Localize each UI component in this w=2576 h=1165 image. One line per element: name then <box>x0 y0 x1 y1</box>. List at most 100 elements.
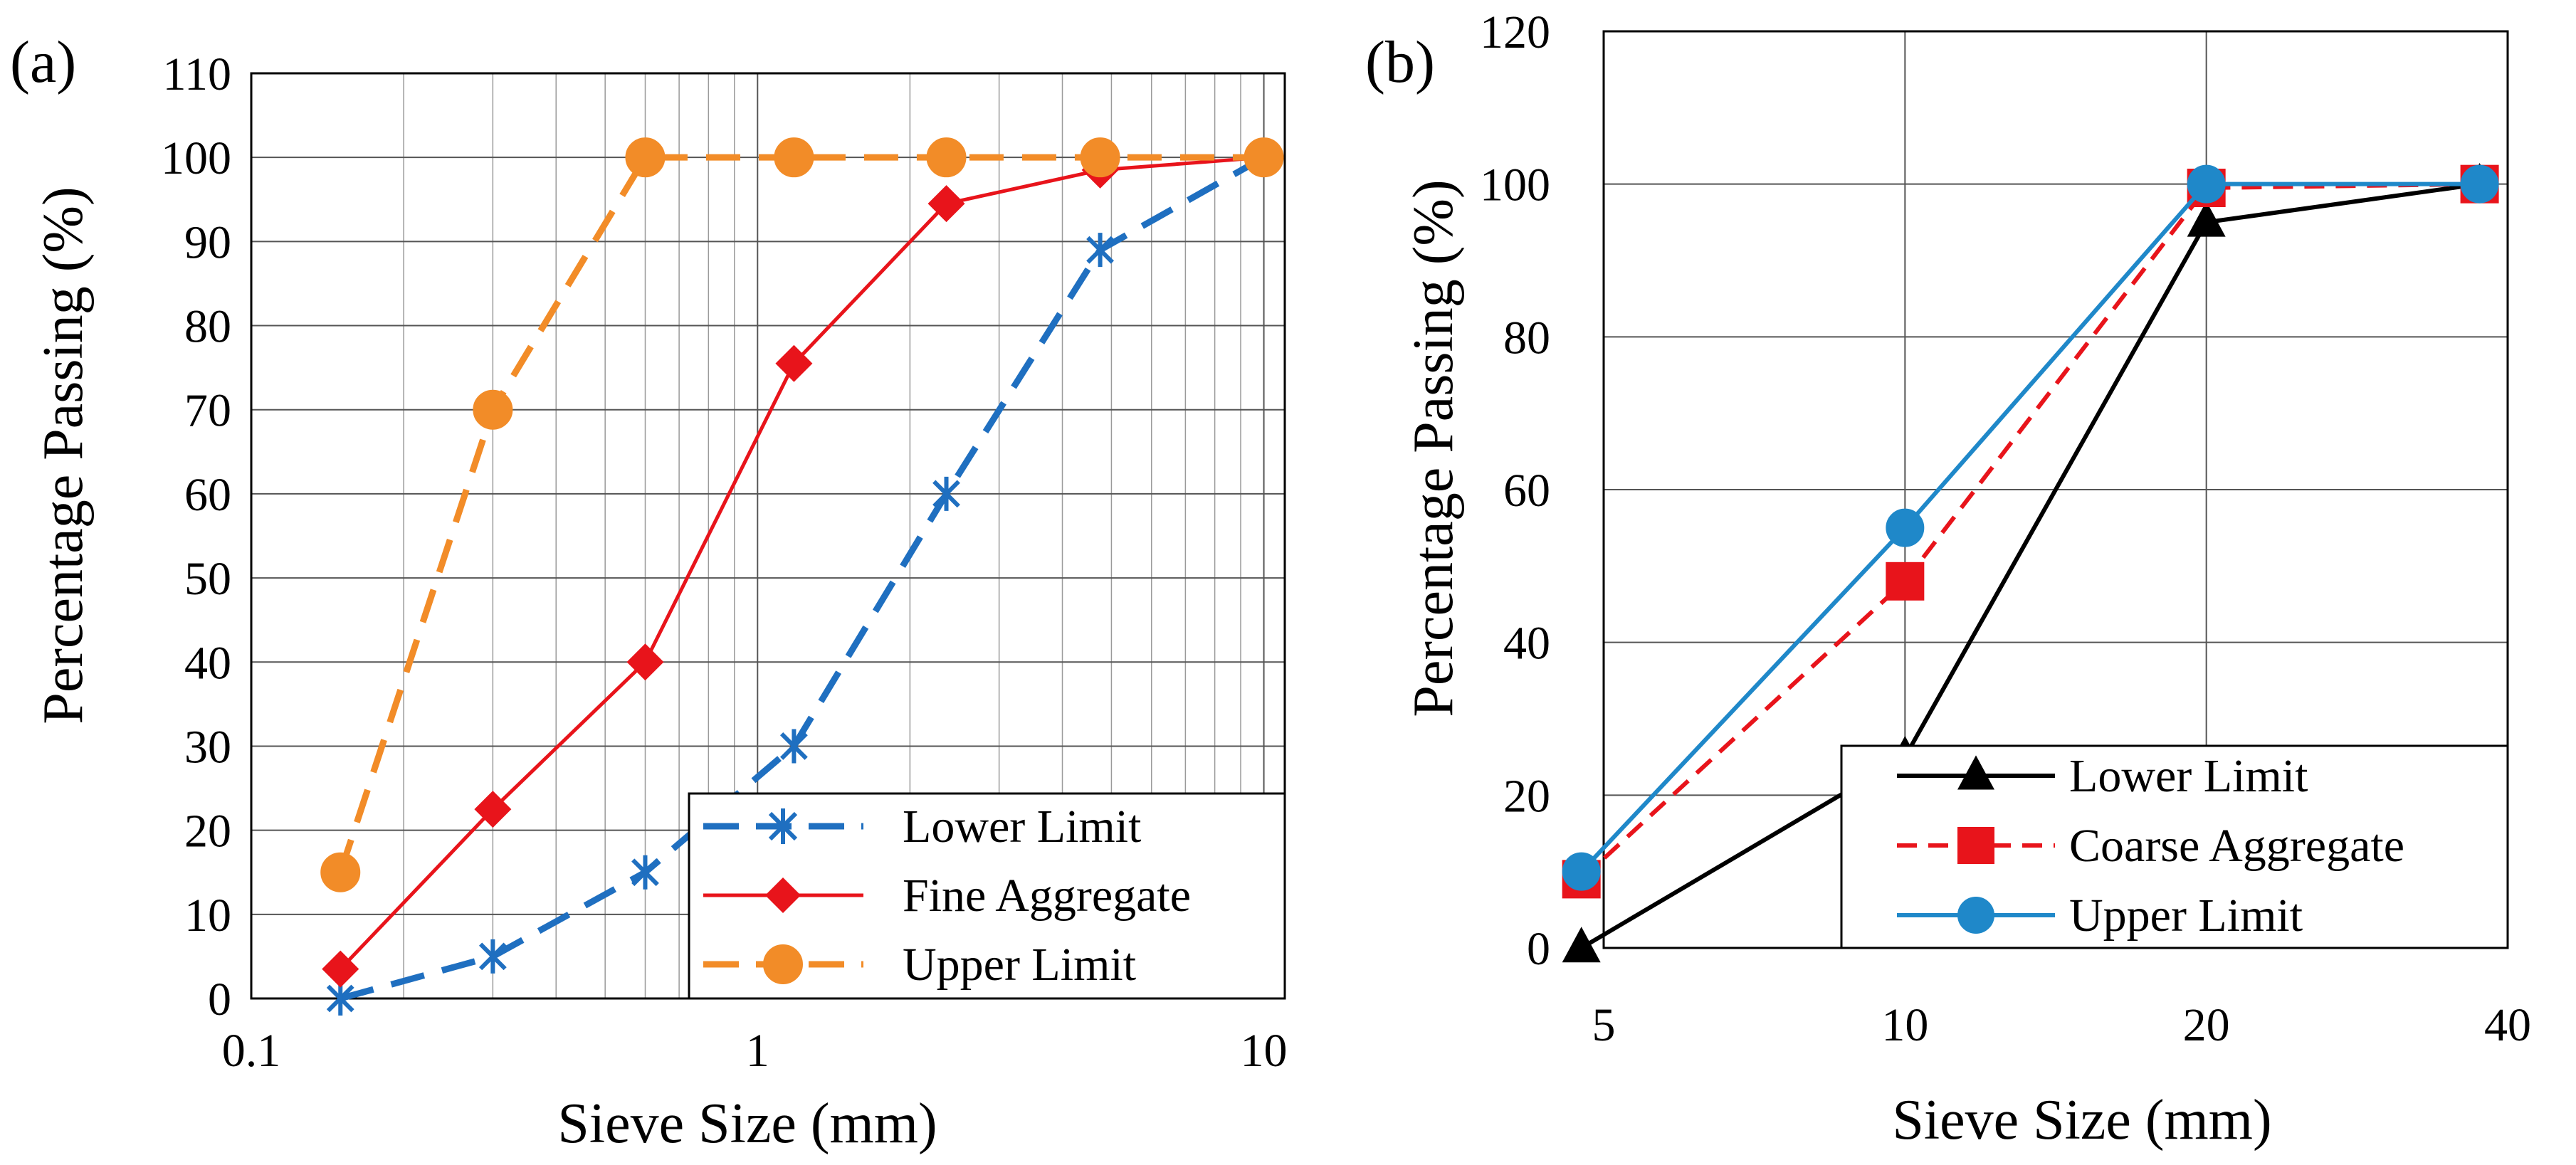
panel-a-data-point <box>478 939 507 974</box>
panel-a-data-point <box>1244 137 1284 178</box>
panel-a-legend-marker <box>763 944 803 984</box>
panel-a-y-tick-label: 70 <box>184 385 231 437</box>
panel-b-legend-marker-shape <box>1957 755 1994 790</box>
panel-b-data-point <box>1886 562 1925 601</box>
panel-a-data-point <box>932 476 960 511</box>
panel-a-legend-label: Upper Limit <box>903 939 1136 991</box>
panel-a-data-point-shape <box>927 185 965 223</box>
panel-b-y-tick-label: 80 <box>1503 312 1550 364</box>
panel-b-series-2 <box>1562 164 2499 891</box>
panel-b-y-axis-label: Percentage Passing (%) <box>1402 179 1465 717</box>
panel-b-y-tick-label: 40 <box>1503 618 1550 670</box>
panel-b-y-tick-label: 60 <box>1503 465 1550 517</box>
panel-b-legend-marker <box>1957 897 1994 934</box>
panel-a-data-point <box>626 643 664 681</box>
panel-a-data-point <box>775 344 813 382</box>
panel-a-data-point <box>1080 137 1120 178</box>
panel-a-legend-marker <box>768 808 798 844</box>
panel-b-data-point <box>1886 508 1925 547</box>
panel-a-data-point-shape <box>320 852 361 892</box>
panel-a-legend: Lower Limit Fine Aggregate Upper Limit <box>688 792 1286 1000</box>
panel-b-x-tick-label: 5 <box>1592 999 1616 1051</box>
panel-b-legend: Lower Limit Coarse Aggregate Upper Limit <box>1840 744 2509 949</box>
panel-b-x-tick-labels: 5 10 20 40 <box>1592 999 2532 1051</box>
panel-b-data-point <box>2187 164 2226 204</box>
panel-a-data-point <box>474 791 512 828</box>
panel-b-data-point <box>1562 852 1601 891</box>
panel-b-legend-marker <box>1957 755 1994 790</box>
panel-a-series-2 <box>320 137 1284 892</box>
panel-a-y-tick-label: 60 <box>184 469 231 521</box>
panel-b-data-point-shape <box>1886 562 1925 601</box>
panel-a-data-point <box>780 729 808 764</box>
panel-a-y-tick-label: 90 <box>184 216 231 268</box>
panel-a-y-tick-label: 40 <box>184 637 231 689</box>
panel-a-data-point-shape <box>322 950 359 988</box>
panel-b-legend-label: Upper Limit <box>2069 890 2303 942</box>
panel-a-data-point-shape <box>1080 137 1120 178</box>
panel-a-legend-marker-shape <box>765 877 801 913</box>
panel-a-x-tick-label: 0.1 <box>222 1025 281 1077</box>
panel-a-y-tick-label: 100 <box>161 132 231 184</box>
panel-a-x-tick-labels: 0.1 1 10 <box>222 1025 1288 1077</box>
panel-b-data-point-shape <box>1886 508 1925 547</box>
panel-a-legend-marker <box>765 877 801 913</box>
panel-b-chart: (b) 0 20 40 60 80 100 120 5 10 20 40 Lower Limit C… <box>1365 6 2531 1151</box>
panel-b-y-tick-label: 0 <box>1527 923 1550 975</box>
panel-a-x-tick-label: 1 <box>746 1025 769 1077</box>
panel-a-y-tick-label: 10 <box>184 890 231 942</box>
panel-a-data-point-shape <box>926 137 967 178</box>
panel-a-series-0 <box>326 140 1278 1016</box>
panel-a-series-line <box>337 154 1264 874</box>
panel-a-data-point <box>927 185 965 223</box>
panel-b-x-axis-label: Sieve Size (mm) <box>1892 1089 2271 1151</box>
panel-a-data-point-shape <box>1244 137 1284 178</box>
panel-a-data-point <box>322 950 359 988</box>
panel-a-legend-label: Fine Aggregate <box>903 870 1191 922</box>
panel-a-tag: (a) <box>10 29 76 95</box>
panel-b-data-point-shape <box>2187 164 2226 204</box>
panel-a-y-tick-label: 0 <box>208 974 231 1026</box>
panel-b-data-point-shape <box>2460 164 2499 204</box>
panel-a-data-point-shape <box>774 137 814 178</box>
panel-b-data-point <box>1562 927 1601 963</box>
panel-a-x-axis-label: Sieve Size (mm) <box>557 1092 937 1155</box>
panel-a-data-point <box>926 137 967 178</box>
panel-a-data-point-shape <box>625 137 666 178</box>
panel-b-y-tick-label: 120 <box>1480 6 1550 58</box>
panel-b-data-point-shape <box>1562 927 1601 963</box>
panel-a-legend-marker-shape <box>763 944 803 984</box>
panel-b-data-point-shape <box>1562 852 1601 891</box>
panel-b-legend-marker <box>1957 827 1994 864</box>
panel-a-data-point-shape <box>474 791 512 828</box>
panel-a-y-tick-label: 20 <box>184 806 231 858</box>
panel-b-y-tick-label: 100 <box>1480 159 1550 211</box>
panel-a-data-point-shape <box>626 643 664 681</box>
panel-b-legend-marker-shape <box>1957 897 1994 934</box>
panel-a-data-point <box>774 137 814 178</box>
panel-a-legend-label: Lower Limit <box>903 801 1141 853</box>
panel-b-data-point <box>2460 164 2499 204</box>
panel-a-data-point <box>473 389 513 430</box>
panel-a-y-tick-label: 30 <box>184 721 231 773</box>
panel-b-y-tick-label: 20 <box>1503 770 1550 822</box>
panel-a-y-tick-label: 110 <box>162 48 231 100</box>
panel-a-data-point <box>320 852 361 892</box>
panel-a-y-axis-label: Percentage Passing (%) <box>32 186 95 724</box>
panel-a-y-tick-label: 80 <box>184 301 231 353</box>
panel-a-data-point <box>625 137 666 178</box>
panel-b-x-tick-label: 10 <box>1881 999 1928 1051</box>
panel-b-legend-label: Coarse Aggregate <box>2069 820 2404 872</box>
panel-b-data-point <box>2187 201 2226 237</box>
panel-b-series <box>1562 162 2499 963</box>
panel-a-y-tick-labels: 0 10 20 30 40 50 60 70 80 90 100 110 <box>161 48 231 1026</box>
panel-b-legend-label: Lower Limit <box>2069 750 2308 802</box>
panel-a-data-point-shape <box>473 389 513 430</box>
panel-b-data-point-shape <box>2187 201 2226 237</box>
panel-a-data-point-shape <box>775 344 813 382</box>
panel-a-x-tick-label: 10 <box>1241 1025 1288 1077</box>
panel-a-data-point <box>1086 233 1114 268</box>
panel-a-y-tick-label: 50 <box>184 553 231 605</box>
